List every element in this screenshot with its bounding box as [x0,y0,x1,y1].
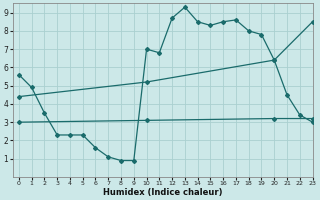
X-axis label: Humidex (Indice chaleur): Humidex (Indice chaleur) [103,188,222,197]
